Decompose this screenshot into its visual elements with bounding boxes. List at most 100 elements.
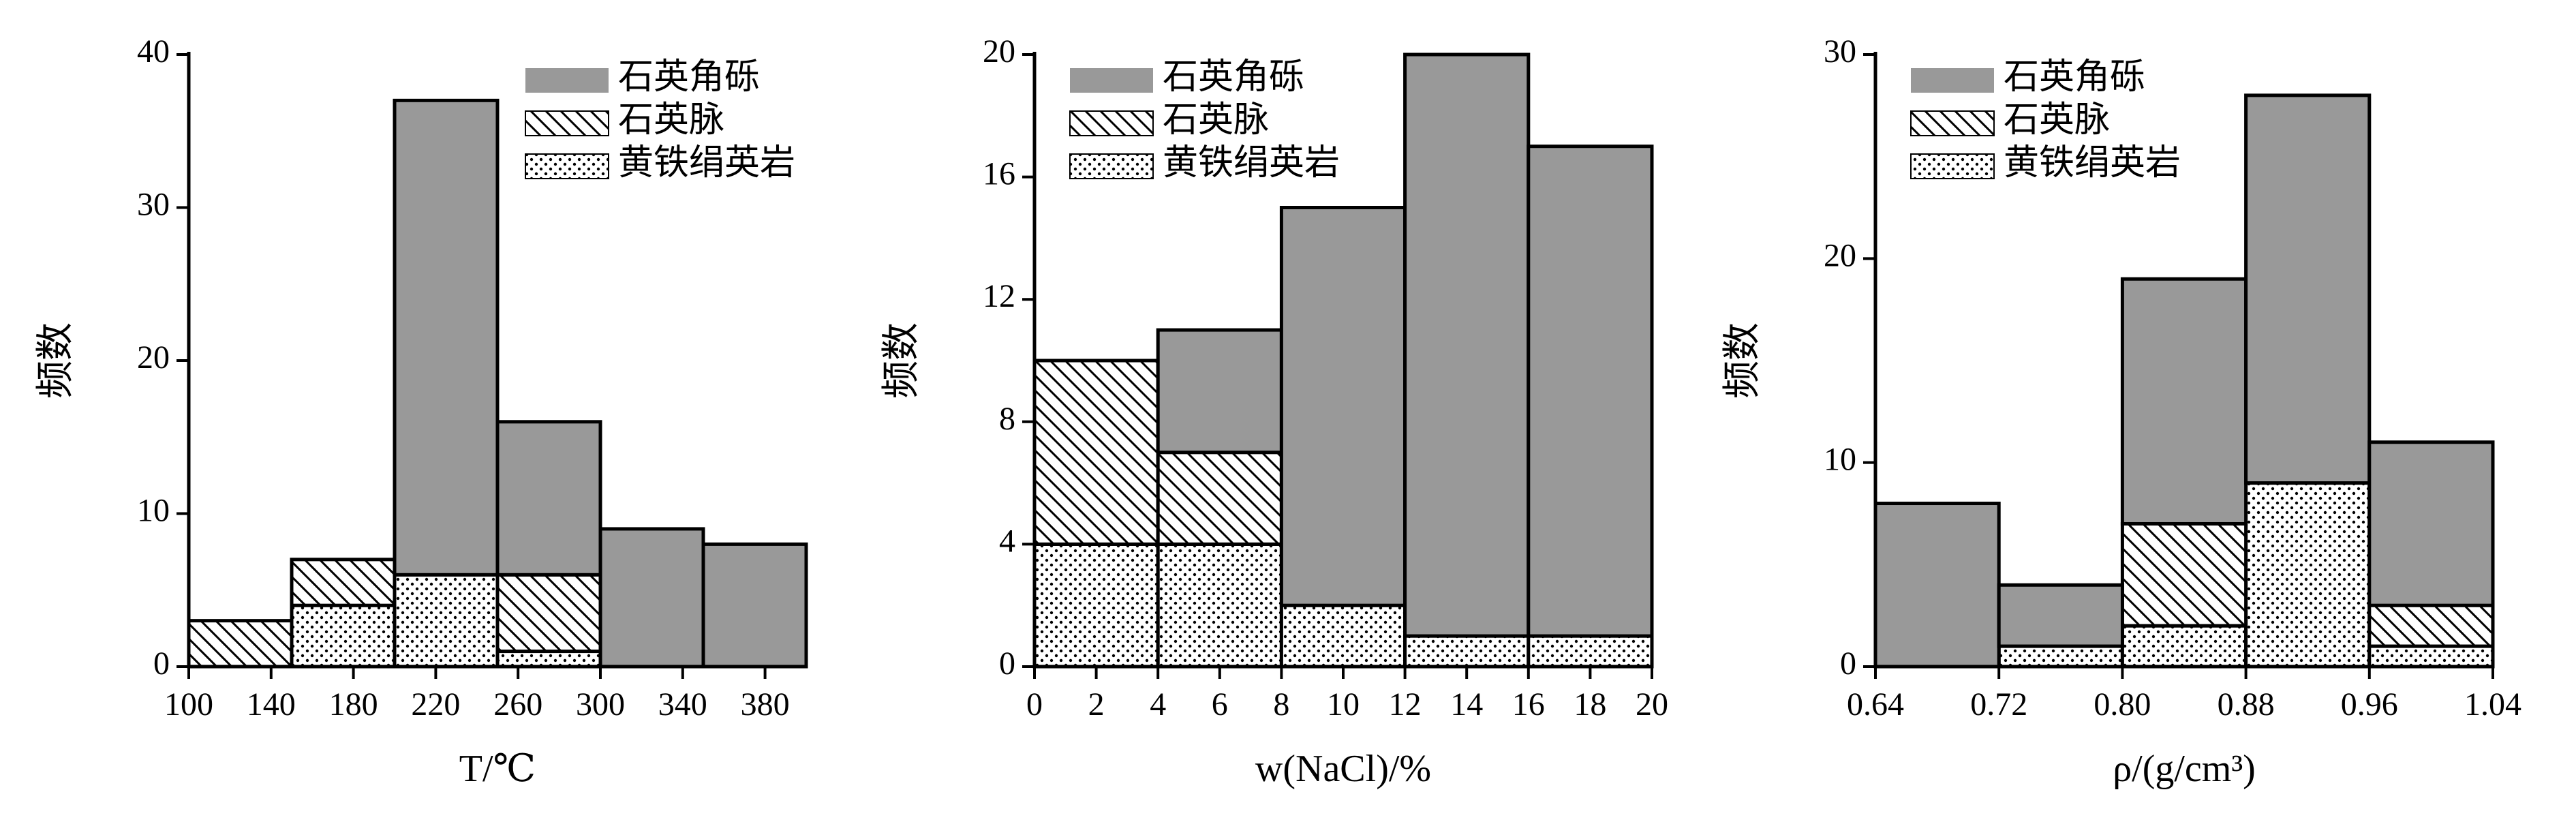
bar	[1032, 542, 1160, 669]
x-tick-label: 260	[493, 686, 542, 722]
x-tick-label: 300	[576, 686, 625, 722]
x-tick-label: 0.72	[1970, 686, 2027, 722]
bar	[2367, 644, 2495, 669]
x-tick-label: 6	[1212, 686, 1228, 722]
x-tick-label: 0	[1026, 686, 1043, 722]
y-tick-label: 0	[1840, 645, 1856, 682]
y-tick-label: 12	[983, 278, 1015, 314]
x-axis-label: T/℃	[459, 748, 536, 790]
x-tick-label: 0.96	[2341, 686, 2398, 722]
bar	[1279, 206, 1407, 607]
bar	[1873, 502, 2001, 669]
bar	[1279, 603, 1407, 669]
x-tick-label: 14	[1450, 686, 1483, 722]
legend-swatch	[1070, 68, 1153, 93]
x-tick-label: 12	[1389, 686, 1422, 722]
x-tick-label: 0.80	[2094, 686, 2151, 722]
bar	[495, 420, 602, 577]
bar	[393, 573, 500, 669]
x-axis-label: w(NaCl)/%	[1255, 748, 1431, 790]
x-tick-label: 180	[329, 686, 378, 722]
y-tick-label: 8	[999, 401, 1015, 437]
x-tick-label: 340	[658, 686, 707, 722]
bar	[1156, 542, 1283, 669]
x-tick-label: 220	[411, 686, 460, 722]
legend-label: 黄铁绢英岩	[1163, 144, 1340, 183]
y-axis-label: 频数	[1721, 322, 1764, 399]
bar	[290, 558, 397, 607]
y-tick-label: 10	[1824, 442, 1856, 478]
bar	[290, 603, 397, 669]
bar	[1527, 144, 1654, 638]
legend-label: 石英脉	[2004, 101, 2110, 140]
bar	[1032, 359, 1160, 546]
bar	[1527, 634, 1654, 669]
bar	[2120, 624, 2248, 669]
x-tick-label: 18	[1574, 686, 1606, 722]
y-tick-label: 10	[137, 493, 170, 529]
bar	[2244, 481, 2372, 669]
y-axis-label: 频数	[35, 322, 77, 399]
y-tick-label: 0	[999, 645, 1015, 682]
legend-label: 黄铁绢英岩	[2004, 144, 2181, 183]
bar	[2244, 93, 2372, 485]
legend-label: 黄铁绢英岩	[618, 144, 795, 183]
y-tick-label: 40	[137, 33, 170, 70]
legend-label: 石英脉	[618, 101, 724, 140]
bar	[2120, 521, 2248, 628]
bar	[1997, 644, 2124, 669]
chart: 0 10 20 30 40 100 140 180 220 260 300 340 380 T/℃ 频数 石英…	[35, 33, 808, 790]
legend-label: 石英角砾	[1163, 58, 1304, 97]
x-tick-label: 1.04	[2464, 686, 2521, 722]
bar	[1156, 328, 1283, 455]
x-tick-label: 10	[1327, 686, 1360, 722]
legend-swatch	[1069, 110, 1154, 136]
x-tick-label: 100	[164, 686, 213, 722]
bar	[495, 573, 602, 654]
y-tick-label: 0	[153, 645, 170, 682]
bar	[187, 619, 294, 669]
x-tick-label: 16	[1512, 686, 1545, 722]
legend-swatch	[1069, 153, 1154, 179]
bar	[1156, 451, 1283, 546]
y-tick-label: 20	[137, 339, 170, 376]
bar	[1403, 634, 1531, 669]
bar	[495, 650, 602, 669]
legend-swatch	[1911, 68, 1994, 93]
legend-label: 石英角砾	[618, 58, 760, 97]
bar	[598, 527, 705, 669]
y-tick-label: 4	[999, 523, 1015, 559]
x-tick-label: 20	[1636, 686, 1668, 722]
legend-label: 石英角砾	[2004, 58, 2145, 97]
x-tick-label: 0.88	[2218, 686, 2275, 722]
x-tick-label: 380	[741, 686, 790, 722]
legend-label: 石英脉	[1163, 101, 1269, 140]
x-tick-label: 4	[1150, 686, 1166, 722]
legend-swatch	[525, 68, 609, 93]
bar	[2367, 603, 2495, 648]
chart: 0 4 8 12 16 20 0 2 4 6 8 10 12 14 16 18 20 w(NaCl)/% 频数 石英角…	[880, 33, 1668, 790]
y-tick-label: 30	[137, 187, 170, 223]
bar	[1997, 583, 2124, 648]
x-tick-label: 140	[247, 686, 296, 722]
chart: 0 10 20 30 0.64 0.72 0.80 0.88 0.96 1.04 ρ/(g/cm³)…	[1721, 33, 2521, 790]
bar	[2367, 440, 2495, 607]
y-tick-label: 16	[983, 156, 1015, 192]
legend-swatch	[1910, 153, 1995, 179]
x-axis-label: ρ/(g/cm³)	[2113, 748, 2256, 790]
y-axis-label: 频数	[880, 322, 923, 399]
bar	[1403, 52, 1531, 638]
x-tick-label: 8	[1273, 686, 1289, 722]
legend-swatch	[525, 110, 609, 136]
x-tick-label: 0.64	[1847, 686, 1904, 722]
y-tick-label: 20	[983, 33, 1015, 70]
bar	[393, 98, 500, 577]
x-tick-label: 2	[1088, 686, 1105, 722]
legend-swatch	[525, 153, 609, 179]
legend-swatch	[1910, 110, 1995, 136]
y-tick-label: 30	[1824, 33, 1856, 70]
bar	[701, 542, 808, 669]
bar	[2120, 277, 2248, 526]
